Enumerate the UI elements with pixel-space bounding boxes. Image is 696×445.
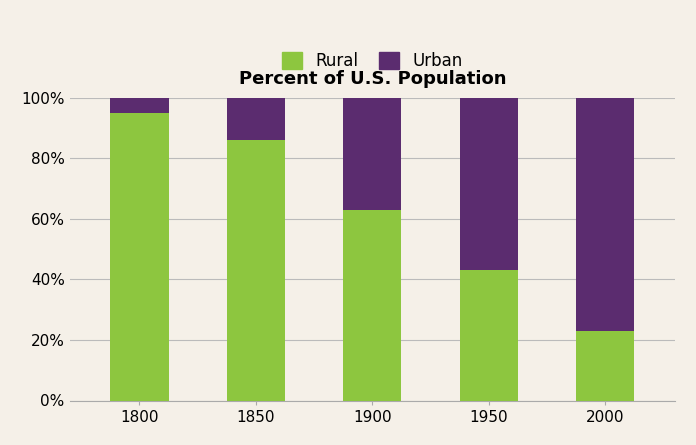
Bar	[343, 98, 402, 210]
Bar	[459, 271, 518, 400]
Title: Percent of U.S. Population: Percent of U.S. Population	[239, 70, 506, 88]
Bar	[227, 140, 285, 400]
Legend: Rural, Urban: Rural, Urban	[283, 52, 462, 70]
Bar	[576, 98, 634, 331]
Bar	[576, 331, 634, 400]
Bar	[111, 98, 168, 113]
Bar	[459, 98, 518, 271]
Bar	[111, 113, 168, 400]
Bar	[227, 98, 285, 140]
Bar	[343, 210, 402, 400]
